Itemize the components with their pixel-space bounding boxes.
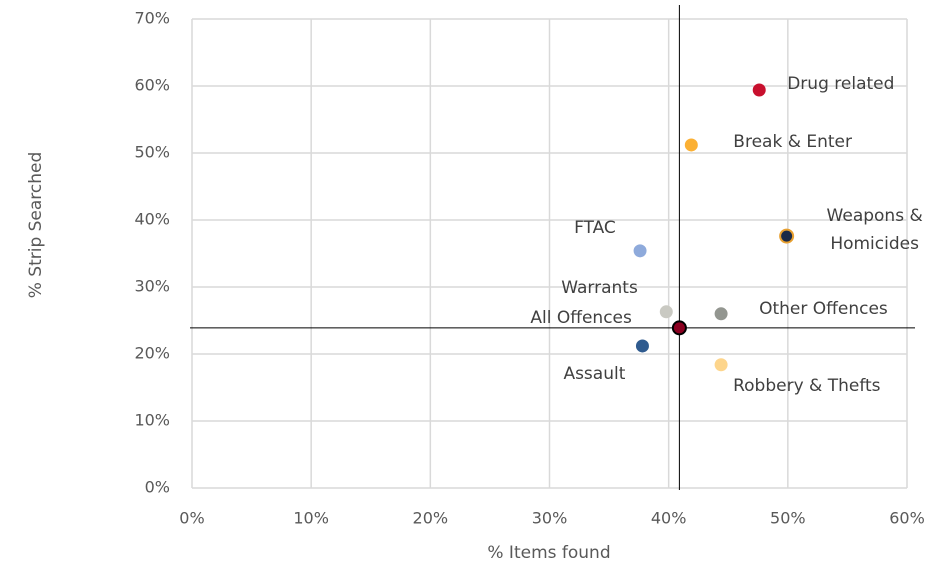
x-tick-label: 60% (889, 509, 925, 528)
point-label: Robbery & Thefts (733, 375, 881, 396)
point (635, 339, 649, 353)
x-tick-label: 50% (770, 509, 806, 528)
x-tick-label: 0% (179, 509, 204, 528)
point (671, 320, 687, 336)
point-label: Weapons & Homicides (826, 206, 923, 255)
y-tick-label: 40% (134, 210, 170, 229)
point (779, 228, 795, 244)
y-tick-label: 20% (134, 344, 170, 363)
y-tick-label: 10% (134, 411, 170, 430)
point-label: Warrants (561, 277, 638, 298)
x-tick-label: 20% (413, 509, 449, 528)
point-label: Other Offences (759, 298, 888, 319)
y-tick-label: 30% (134, 277, 170, 296)
point-label: Drug related (787, 74, 895, 95)
x-tick-label: 40% (651, 509, 687, 528)
point (752, 83, 766, 97)
x-tick-label: 10% (293, 509, 329, 528)
point (659, 305, 673, 319)
point (714, 358, 728, 372)
x-axis-title: % Items found (487, 543, 610, 563)
y-tick-label: 50% (134, 143, 170, 162)
y-tick-label: 70% (134, 9, 170, 28)
y-tick-label: 60% (134, 76, 170, 95)
x-tick-label: 30% (532, 509, 568, 528)
point (684, 138, 698, 152)
point (633, 244, 647, 258)
point-label: Assault (563, 363, 626, 384)
point-label: Break & Enter (733, 131, 852, 152)
point-label: FTAC (574, 217, 616, 238)
point (714, 307, 728, 321)
y-tick-label: 0% (145, 478, 170, 497)
point-label: All Offences (530, 307, 632, 328)
y-axis-title: % Strip Searched (26, 152, 46, 299)
